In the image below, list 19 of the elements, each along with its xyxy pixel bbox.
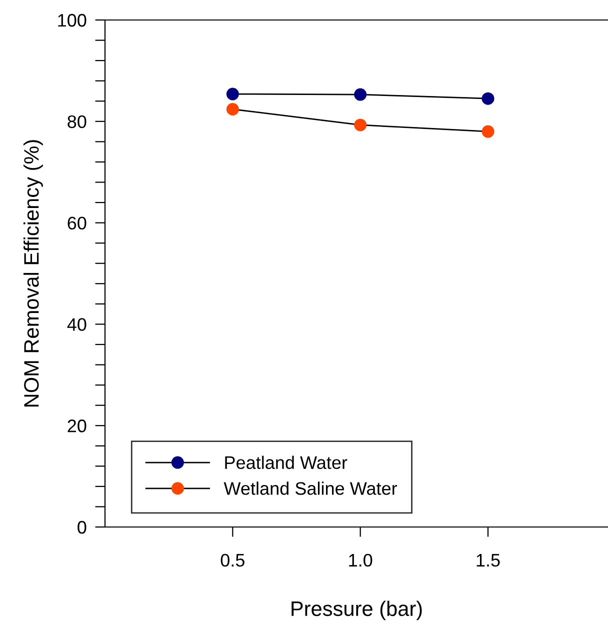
point xyxy=(226,102,239,116)
x-axis-title: Pressure (bar) xyxy=(292,600,422,620)
point xyxy=(482,125,494,138)
x-tick-label: 1.0 xyxy=(349,554,372,567)
y-tick-label: 80 xyxy=(68,115,86,128)
legend-label: Peatland Water xyxy=(225,456,348,470)
point xyxy=(354,88,367,101)
point xyxy=(354,118,367,132)
y-axis-title: NOM Removal Efficiency (%) xyxy=(24,140,43,406)
y-tick-label: 0 xyxy=(78,520,86,534)
y-tick-label: 20 xyxy=(68,420,86,432)
x-tick-label: 0.5 xyxy=(220,554,244,567)
y-tick-label: 60 xyxy=(68,216,86,230)
y-tick-label: 100 xyxy=(58,14,86,27)
point xyxy=(226,88,239,100)
y-tick-label: 40 xyxy=(67,318,86,331)
x-tick-label: 1.5 xyxy=(476,554,500,567)
point xyxy=(482,92,494,105)
legend-label: Wetland Saline Water xyxy=(224,482,398,495)
